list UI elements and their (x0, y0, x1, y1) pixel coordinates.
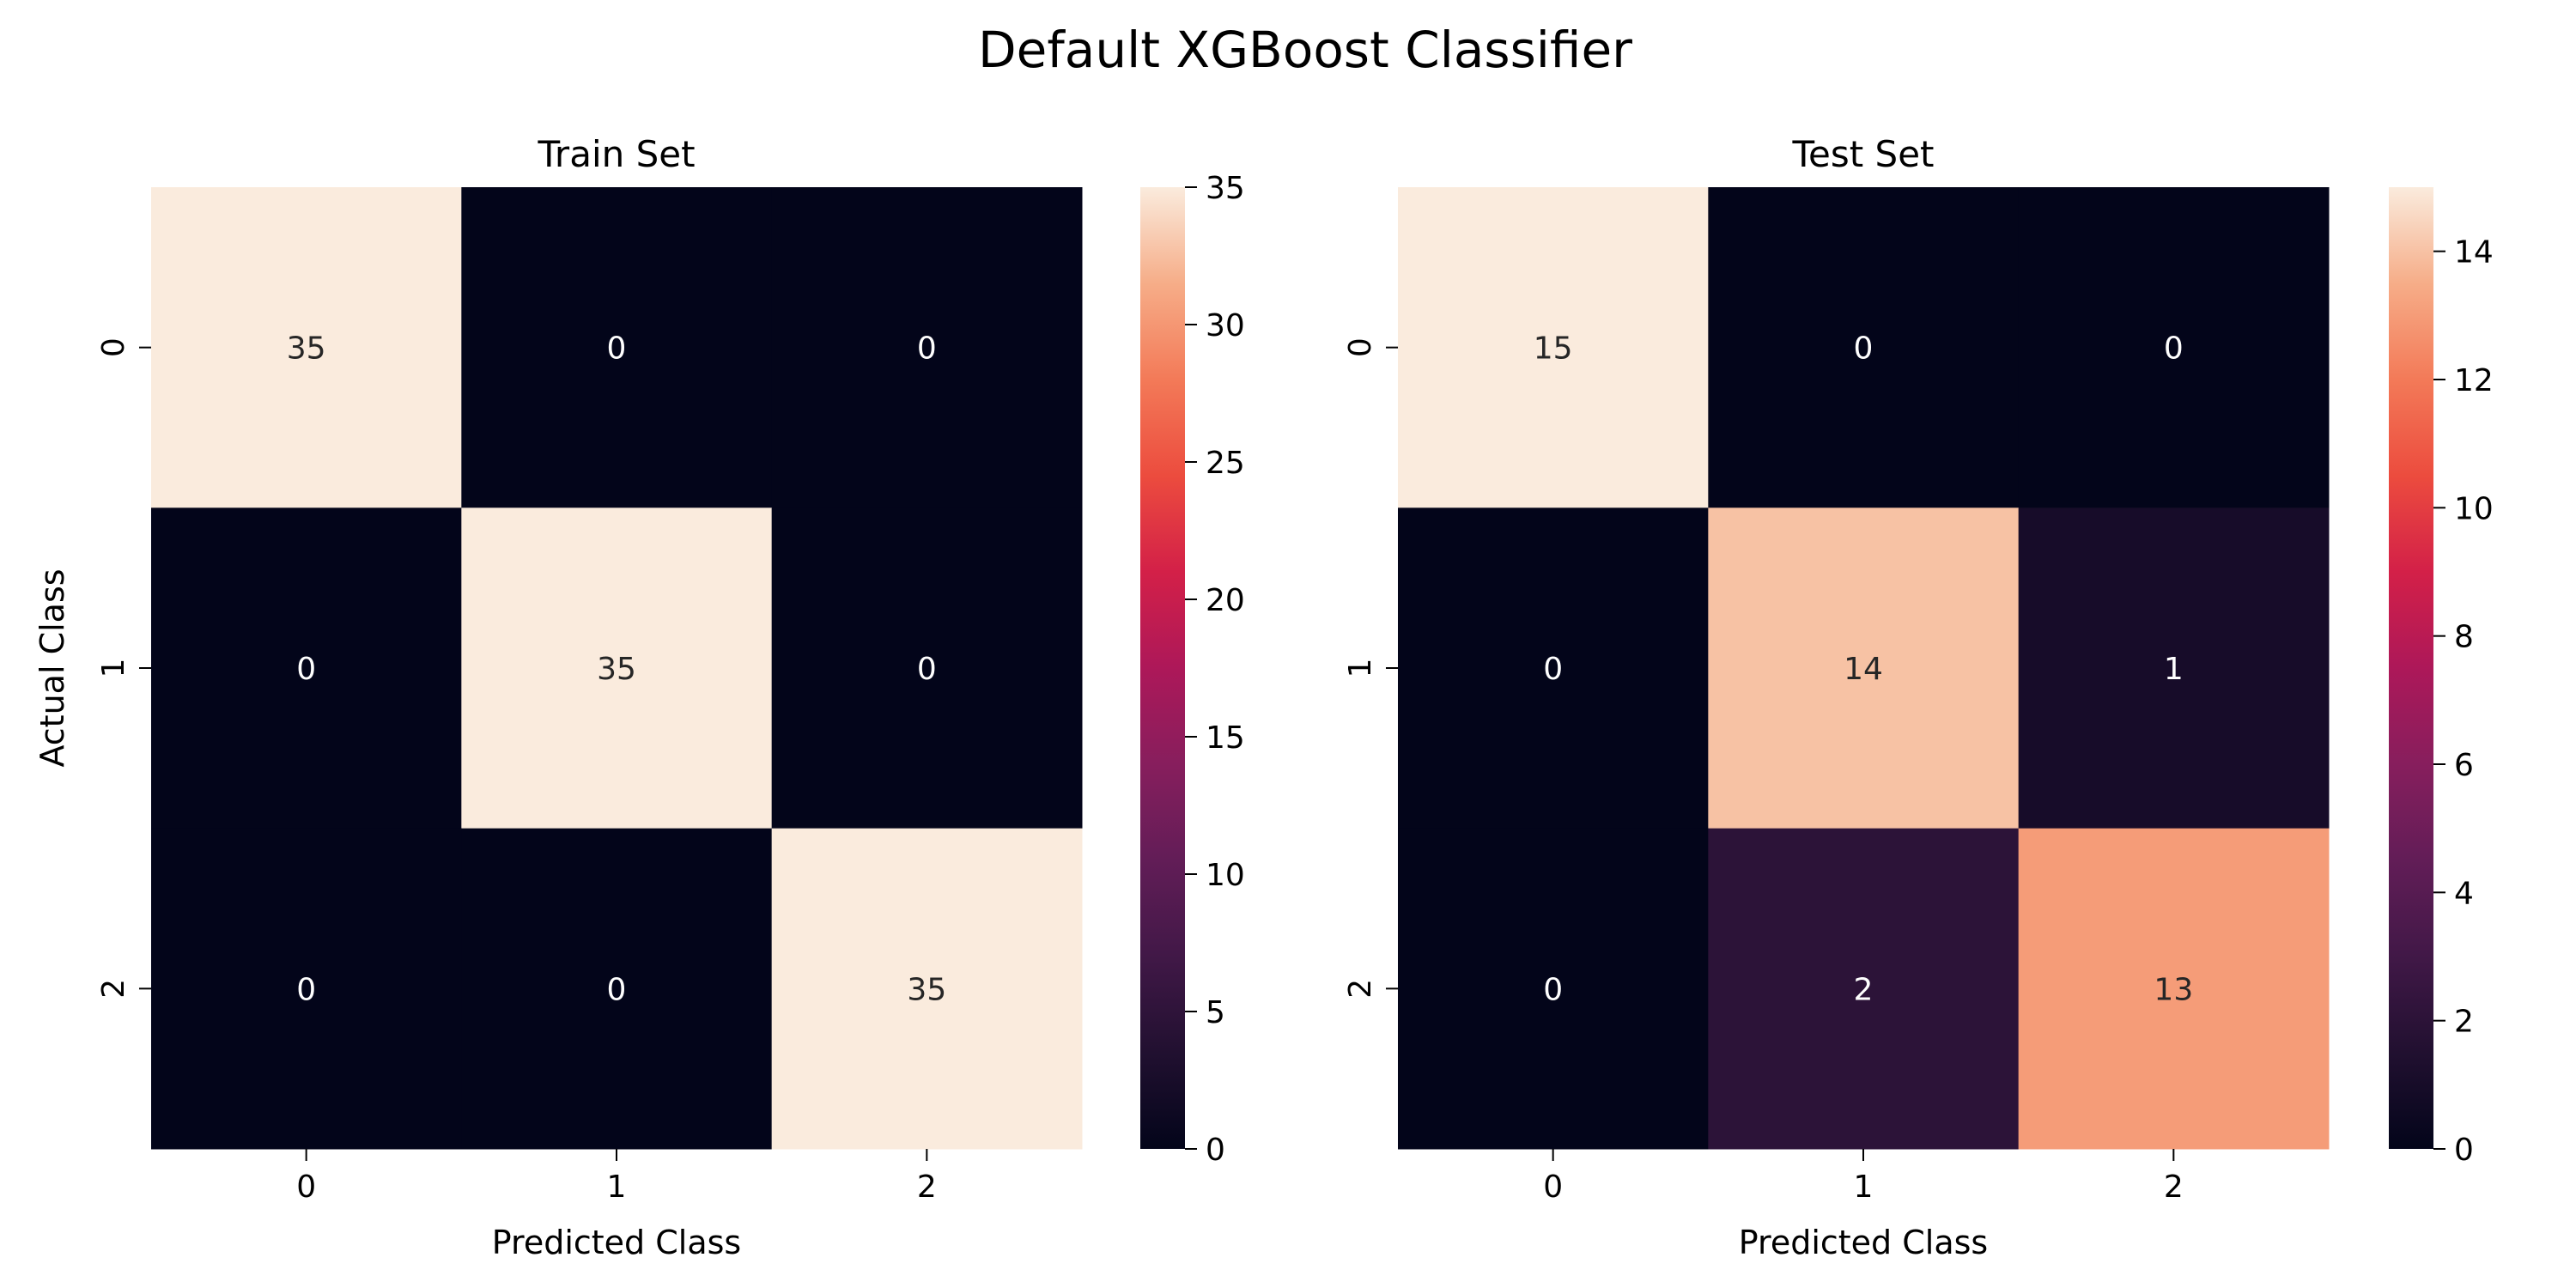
colorbar (2389, 187, 2433, 1149)
heatmap-cell (461, 828, 773, 1150)
colorbar-tick-label: 35 (1206, 171, 1245, 206)
cell-value-label: 1 (2164, 652, 2184, 687)
colorbar-tick-label: 14 (2454, 235, 2494, 270)
heatmap-cell (771, 507, 1083, 829)
y-tick-label: 1 (96, 659, 131, 678)
x-tick-label: 1 (607, 1170, 627, 1205)
x-axis-label: Predicted Class (492, 1224, 741, 1261)
colorbar-tick-label: 15 (1206, 720, 1245, 756)
x-tick-label: 1 (1854, 1170, 1874, 1205)
cell-value-label: 0 (1543, 972, 1563, 1007)
colorbar-tick-label: 12 (2454, 363, 2494, 398)
x-tick-label: 2 (2164, 1170, 2184, 1205)
y-tick-label: 0 (96, 337, 131, 357)
heatmap-cell (151, 187, 462, 508)
cell-value-label: 14 (1844, 652, 1883, 687)
panel-title: Test Set (1791, 133, 1934, 175)
colorbar-tick-label: 0 (1206, 1133, 1225, 1168)
colorbar-tick-label: 25 (1206, 446, 1245, 481)
x-tick-label: 0 (1543, 1170, 1563, 1205)
cell-value-label: 0 (917, 331, 937, 367)
cell-value-label: 13 (2154, 972, 2193, 1007)
y-tick-label: 0 (1343, 337, 1378, 357)
cell-value-label: 2 (1854, 972, 1874, 1007)
cell-value-label: 0 (1543, 652, 1563, 687)
heatmap-cell (461, 507, 773, 829)
heatmap-cell (151, 507, 462, 829)
x-tick-label: 2 (917, 1170, 937, 1205)
heatmap-cell (2018, 828, 2330, 1150)
colorbar-tick-label: 20 (1206, 583, 1245, 618)
cell-value-label: 0 (607, 972, 627, 1007)
colorbar-tick-label: 30 (1206, 308, 1245, 343)
heatmap-cell (1708, 187, 2020, 508)
colorbar-tick-label: 5 (1206, 995, 1225, 1030)
heatmap-cell (461, 187, 773, 508)
heatmap-cell (1398, 187, 1709, 508)
heatmap-cell (771, 187, 1083, 508)
heatmap-cell (1708, 828, 2020, 1150)
x-axis-label: Predicted Class (1739, 1224, 1988, 1261)
heatmap-cell (2018, 507, 2330, 829)
cell-value-label: 0 (296, 972, 316, 1007)
cell-value-label: 0 (607, 331, 627, 367)
cell-value-label: 15 (1534, 331, 1573, 367)
cell-value-label: 0 (1854, 331, 1874, 367)
colorbar-tick-label: 10 (1206, 858, 1245, 893)
heatmap-cell (1398, 828, 1709, 1150)
colorbar-tick-label: 2 (2454, 1005, 2474, 1040)
cell-value-label: 0 (2164, 331, 2184, 367)
cell-value-label: 0 (296, 652, 316, 687)
figure-title: Default XGBoost Classifier (978, 21, 1632, 79)
y-tick-label: 2 (96, 979, 131, 999)
y-axis-label: Actual Class (33, 568, 71, 767)
cell-value-label: 0 (917, 652, 937, 687)
colorbar-tick-label: 6 (2454, 748, 2474, 783)
heatmap-cell (151, 828, 462, 1150)
x-tick-label: 0 (296, 1170, 316, 1205)
heatmap-cell (771, 828, 1083, 1150)
heatmap-cell (1398, 507, 1709, 829)
cell-value-label: 35 (907, 972, 946, 1007)
colorbar-tick-label: 10 (2454, 491, 2494, 526)
colorbar-tick-label: 0 (2454, 1133, 2474, 1168)
y-tick-label: 1 (1343, 659, 1378, 678)
heatmap-cell (2018, 187, 2330, 508)
colorbar (1140, 187, 1185, 1149)
cell-value-label: 35 (287, 331, 326, 367)
y-tick-label: 2 (1343, 979, 1378, 999)
colorbar-tick-label: 8 (2454, 620, 2474, 655)
colorbar-tick-label: 4 (2454, 876, 2474, 911)
cell-value-label: 35 (597, 652, 636, 687)
panel-title: Train Set (537, 133, 695, 175)
heatmap-cell (1708, 507, 2020, 829)
